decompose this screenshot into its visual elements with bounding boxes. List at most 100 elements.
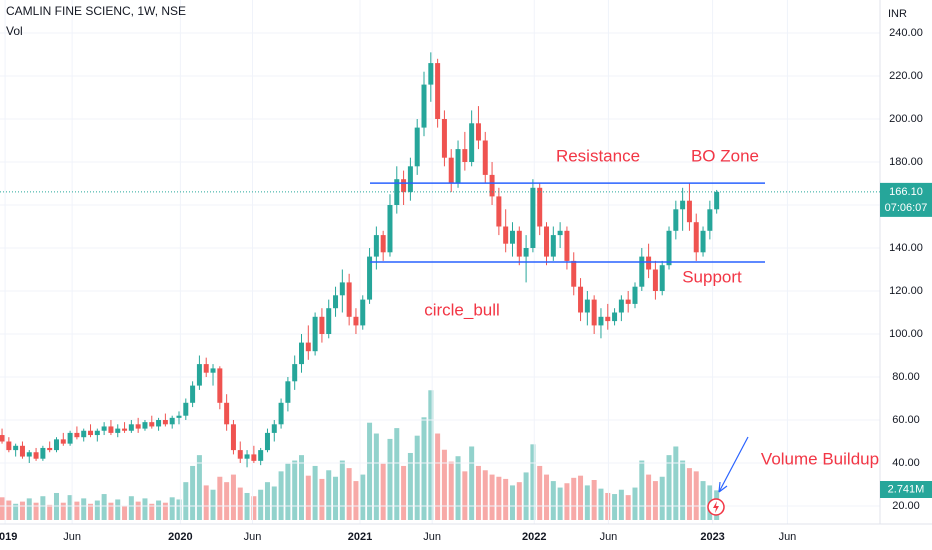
volume-bar [230,474,236,520]
y-tick-label: 200.00 [889,113,923,125]
volume-bar [496,476,502,520]
x-tick-label: Jun [423,531,441,543]
candle-body [162,420,168,425]
candle-body [693,222,699,253]
candle-body [169,417,175,425]
candle-body [625,299,631,304]
candle-body [149,422,155,427]
candle-body [652,269,658,291]
volume-bar [258,489,264,520]
chart-title: CAMLIN FINE SCIENC, 1W, NSE [6,4,186,18]
candle-body [462,149,468,162]
candle-body [271,424,277,433]
volume-bar [271,486,277,520]
candle-body [646,256,652,270]
volume-bar [516,482,522,520]
candle-body [264,432,270,451]
candle-body [26,452,32,457]
candle-body [421,84,427,128]
candle-body [387,205,393,253]
y-tick-label: 140.00 [889,242,923,254]
candle-body [196,364,202,386]
volume-bar [394,428,400,520]
annotation: circle_bull [424,300,500,319]
volume-bar [251,496,257,520]
candle-body [190,385,196,403]
candle-body [659,265,665,291]
volume-bar [367,422,373,520]
volume-bar [509,485,515,520]
volume-bar [441,449,447,520]
volume-bar [591,480,597,520]
candle-body [53,439,59,451]
volume-bar [639,460,645,520]
volume-bar [0,497,5,520]
volume-bar [81,498,87,520]
volume-bar [673,446,679,520]
candle-body [128,424,134,431]
y-tick-label: 60.00 [892,414,920,426]
volume-bar [680,460,686,520]
candle-body [469,123,475,162]
y-tick-label: 220.00 [889,70,923,82]
volume-bar [115,499,121,520]
candle-body [101,426,107,431]
candle-body [428,63,434,85]
y-tick-label: 120.00 [889,285,923,297]
volume-bar [482,470,488,520]
volume-bar [278,471,284,520]
volume-bar [353,481,359,520]
x-tick-label: Jun [600,531,618,543]
volume-bar [462,471,468,520]
candle-body [299,342,305,365]
x-tick-label: 2023 [700,531,724,543]
arrow [718,436,749,493]
candle-body [33,452,39,459]
volume-bar [428,390,434,520]
volume-bar [339,460,345,520]
candle-body [523,248,529,257]
candle-body [360,299,366,326]
candle-body [673,209,679,231]
volume-bar [550,481,556,520]
volume-bar [326,470,332,520]
volume-bar [19,501,25,520]
candle-body [13,445,19,451]
candle-body [557,230,563,236]
candle-body [237,450,243,459]
candle-body [135,424,141,429]
candle-body [605,316,611,322]
candle-body [564,230,570,261]
candle-body [0,435,5,442]
candle-body [489,174,495,197]
candle-body [47,447,53,451]
volume-bar [686,468,692,520]
candle-body [81,430,87,438]
volume-label-box [880,481,932,498]
volume-bar [469,446,475,520]
candle-body [142,422,148,429]
candle-body [19,445,25,457]
x-tick-label: 2021 [348,531,372,543]
volume-bar [612,494,618,520]
volume-bar [26,498,32,520]
volume-bar [108,502,114,520]
y-tick-label: 40.00 [892,457,920,469]
volume-bar [264,482,270,520]
candle-body [203,364,209,373]
y-tick-label: 100.00 [889,328,923,340]
candle-body [578,286,584,313]
volume-bar [659,476,665,520]
candle-body [278,402,284,425]
y-tick-label: 240.00 [889,27,923,39]
candle-body [156,420,162,427]
volume-bar [292,460,298,520]
candle-body [509,230,515,244]
arrow-head [718,481,728,493]
candle-body [441,119,447,158]
candle-body [448,157,454,184]
candle-body [598,316,604,326]
candle-body [108,426,114,433]
volume-bar [700,481,706,520]
volume-bar [421,417,427,520]
